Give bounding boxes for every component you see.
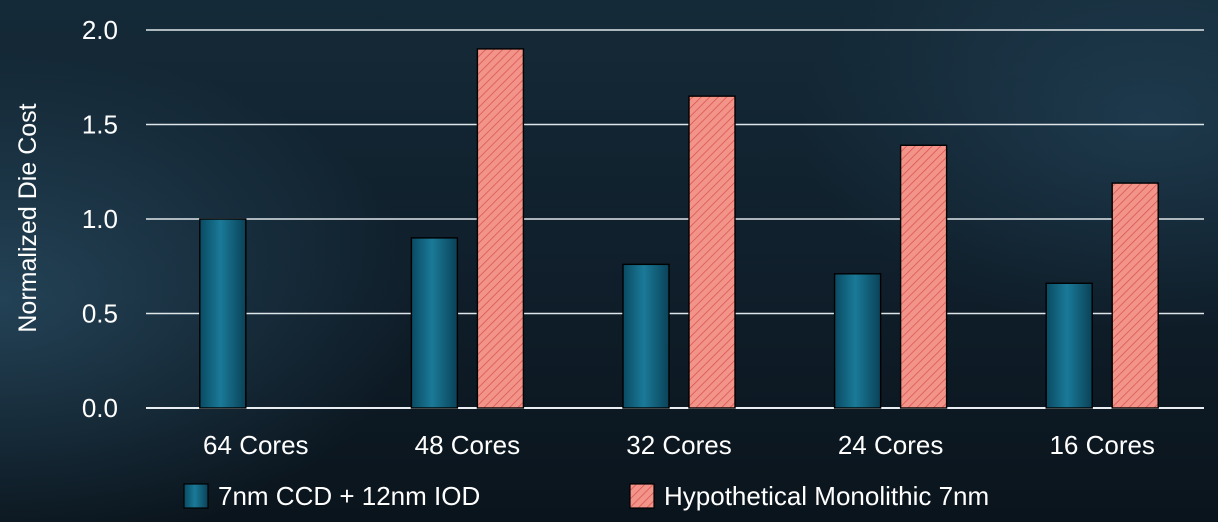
x-axis-ticks: 64 Cores 48 Cores 32 Cores 24 Cores 16 Cores	[203, 430, 1155, 460]
x-tick-label: 24 Cores	[838, 430, 944, 460]
bar-series-1-64-cores	[199, 218, 247, 409]
x-tick-label: 16 Cores	[1049, 430, 1155, 460]
y-axis-ticks: 0.0 0.5 1.0 1.5 2.0	[82, 15, 118, 423]
legend-swatch-series-1	[183, 483, 209, 509]
bar-series-2-24-cores	[899, 144, 948, 409]
legend-item-series-2: Hypothetical Monolithic 7nm	[629, 481, 989, 511]
legend: 7nm CCD + 12nm IOD Hypothetical Monolith…	[183, 481, 989, 511]
legend-swatch-series-2	[629, 483, 655, 509]
bar-series-1-24-cores	[833, 273, 882, 409]
y-tick-label: 1.0	[82, 204, 118, 234]
y-axis-title: Normalized Die Cost	[14, 103, 42, 332]
y-tick-label: 0.5	[82, 299, 118, 329]
legend-item-series-1: 7nm CCD + 12nm IOD	[183, 481, 480, 511]
x-tick-label: 32 Cores	[626, 430, 732, 460]
bars	[199, 48, 1159, 409]
y-tick-label: 0.0	[82, 393, 118, 423]
bar-series-2-16-cores	[1111, 182, 1159, 409]
bar-series-1-16-cores	[1045, 282, 1093, 409]
x-tick-label: 64 Cores	[203, 430, 309, 460]
y-tick-label: 2.0	[82, 15, 118, 45]
bar-series-2-32-cores	[688, 95, 736, 409]
legend-label-series-2: Hypothetical Monolithic 7nm	[664, 481, 989, 511]
x-tick-label: 48 Cores	[415, 430, 521, 460]
bar-series-1-48-cores	[410, 237, 459, 409]
gridlines	[146, 29, 1204, 409]
legend-label-series-1: 7nm CCD + 12nm IOD	[218, 481, 480, 511]
y-tick-label: 1.5	[82, 110, 118, 140]
bar-series-1-32-cores	[622, 263, 670, 409]
bar-series-2-48-cores	[476, 48, 525, 409]
